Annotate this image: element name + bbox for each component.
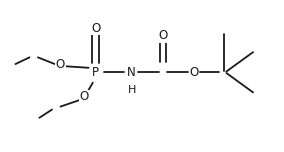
Text: O: O [91, 22, 100, 35]
Text: O: O [56, 58, 65, 71]
Text: O: O [158, 29, 168, 42]
Text: P: P [92, 66, 99, 79]
Text: H: H [128, 85, 136, 95]
Text: O: O [189, 66, 199, 79]
Text: N: N [126, 66, 135, 79]
Text: O: O [80, 90, 89, 103]
